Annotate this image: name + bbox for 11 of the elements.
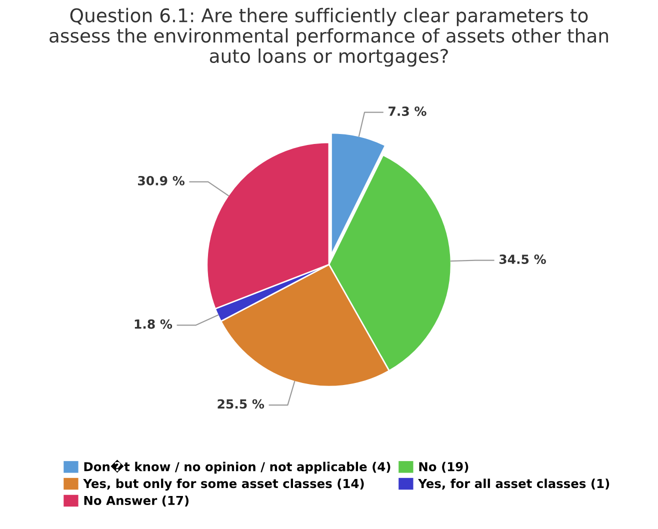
chart-title: Question 6.1: Are there sufficiently clear parameters to assess the environmental performance of assets other than auto loans or mortgages? <box>50 8 608 67</box>
legend-label: No (19) <box>419 462 468 473</box>
data-label: 34.5 % <box>499 254 546 264</box>
legend-label: No Answer (17) <box>84 496 189 506</box>
data-label: 25.5 % <box>218 399 264 409</box>
legend-label: Yes, but only for some asset classes (14) <box>83 478 364 491</box>
data-label: 7.3 % <box>388 106 426 116</box>
legend-label: Yes, for all asset classes (1) <box>418 478 610 490</box>
legend-label: Don�t know / no opinion / not applicable (4) <box>84 460 390 474</box>
data-label: 30.9 % <box>138 176 185 186</box>
data-label: 1.8 % <box>134 319 172 329</box>
